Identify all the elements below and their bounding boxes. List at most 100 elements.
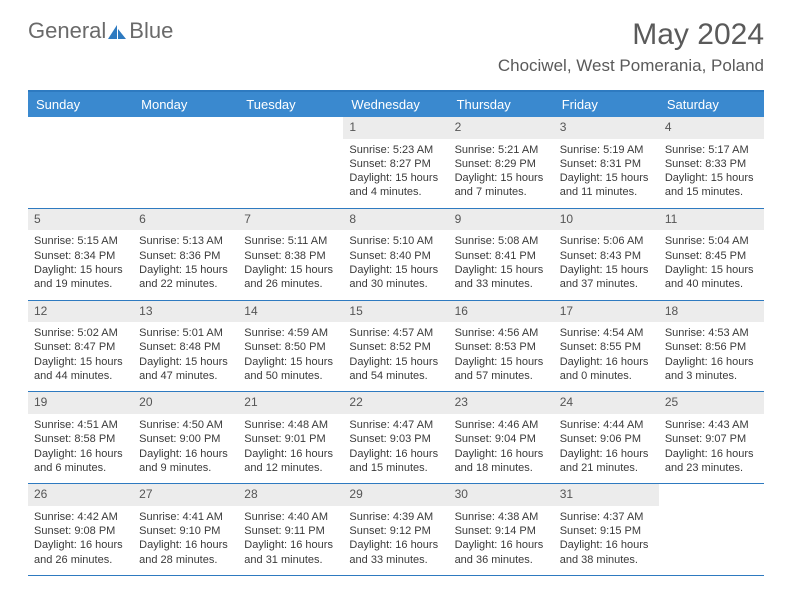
day-number: 21 — [238, 392, 343, 414]
sunset-text: Sunset: 8:33 PM — [665, 157, 758, 171]
sunrise-text: Sunrise: 4:37 AM — [560, 510, 653, 524]
week-row: 26Sunrise: 4:42 AMSunset: 9:08 PMDayligh… — [28, 484, 764, 576]
day-cell: 4Sunrise: 5:17 AMSunset: 8:33 PMDaylight… — [659, 117, 764, 208]
day-number: 13 — [133, 301, 238, 323]
day-cell: 23Sunrise: 4:46 AMSunset: 9:04 PMDayligh… — [449, 392, 554, 483]
daylight-text: Daylight: 16 hours and 3 minutes. — [665, 355, 758, 384]
day-number: 28 — [238, 484, 343, 506]
day-number: 3 — [554, 117, 659, 139]
sunset-text: Sunset: 8:34 PM — [34, 249, 127, 263]
daylight-text: Daylight: 16 hours and 28 minutes. — [139, 538, 232, 567]
day-cell: 29 Sunrise: 4:39 AMSunset: 9:12 PMDayligh… — [343, 484, 448, 575]
sunset-text: Sunset: 9:15 PM — [560, 524, 653, 538]
day-cell: 20Sunrise: 4:50 AMSunset: 9:00 PMDayligh… — [133, 392, 238, 483]
daylight-text: Daylight: 15 hours and 4 minutes. — [349, 171, 442, 200]
daylight-text: Daylight: 15 hours and 47 minutes. — [139, 355, 232, 384]
daylight-text: Daylight: 16 hours and 33 minutes. — [349, 538, 442, 567]
daylight-text: Daylight: 15 hours and 33 minutes. — [455, 263, 548, 292]
daylight-text: Daylight: 15 hours and 26 minutes. — [244, 263, 337, 292]
sunrise-text: Sunrise: 4:53 AM — [665, 326, 758, 340]
day-cell: 22Sunrise: 4:47 AMSunset: 9:03 PMDayligh… — [343, 392, 448, 483]
sunset-text: Sunset: 9:11 PM — [244, 524, 337, 538]
sunset-text: Sunset: 8:36 PM — [139, 249, 232, 263]
day-cell: 7Sunrise: 5:11 AMSunset: 8:38 PMDaylight… — [238, 209, 343, 300]
day-number: 19 — [28, 392, 133, 414]
sunrise-text: Sunrise: 4:54 AM — [560, 326, 653, 340]
sunrise-text: Sunrise: 4:42 AM — [34, 510, 127, 524]
daylight-text: Daylight: 15 hours and 37 minutes. — [560, 263, 653, 292]
day-number: 18 — [659, 301, 764, 323]
sunrise-text: Sunrise: 5:19 AM — [560, 143, 653, 157]
day-cell: 16Sunrise: 4:56 AMSunset: 8:53 PMDayligh… — [449, 301, 554, 392]
calendar-body: 1Sunrise: 5:23 AMSunset: 8:27 PMDaylight… — [28, 117, 764, 576]
sunset-text: Sunset: 9:14 PM — [455, 524, 548, 538]
day-cell: 1Sunrise: 5:23 AMSunset: 8:27 PMDaylight… — [343, 117, 448, 208]
sunrise-text: Sunrise: 5:13 AM — [139, 234, 232, 248]
day-number: 15 — [343, 301, 448, 323]
day-cell: 30Sunrise: 4:38 AMSunset: 9:14 PMDayligh… — [449, 484, 554, 575]
daylight-text: Daylight: 15 hours and 11 minutes. — [560, 171, 653, 200]
sunrise-text: Sunrise: 4:43 AM — [665, 418, 758, 432]
day-header: Sunday — [28, 92, 133, 117]
day-cell: 27Sunrise: 4:41 AMSunset: 9:10 PMDayligh… — [133, 484, 238, 575]
daylight-text: Daylight: 15 hours and 7 minutes. — [455, 171, 548, 200]
daylight-text: Daylight: 15 hours and 57 minutes. — [455, 355, 548, 384]
day-header: Friday — [554, 92, 659, 117]
sunrise-text: Sunrise: 4:38 AM — [455, 510, 548, 524]
day-number: 16 — [449, 301, 554, 323]
daylight-text: Daylight: 16 hours and 18 minutes. — [455, 447, 548, 476]
sunrise-text: Sunrise: 5:10 AM — [349, 234, 442, 248]
daylight-text: Daylight: 16 hours and 6 minutes. — [34, 447, 127, 476]
sunset-text: Sunset: 8:45 PM — [665, 249, 758, 263]
day-number: 23 — [449, 392, 554, 414]
day-header: Monday — [133, 92, 238, 117]
sunset-text: Sunset: 8:58 PM — [34, 432, 127, 446]
sunset-text: Sunset: 9:12 PM — [349, 524, 442, 538]
day-cell: 3Sunrise: 5:19 AMSunset: 8:31 PMDaylight… — [554, 117, 659, 208]
sunset-text: Sunset: 8:41 PM — [455, 249, 548, 263]
sunset-text: Sunset: 8:53 PM — [455, 340, 548, 354]
day-cell: 2Sunrise: 5:21 AMSunset: 8:29 PMDaylight… — [449, 117, 554, 208]
day-number: 31 — [554, 484, 659, 506]
sunrise-text: Sunrise: 4:44 AM — [560, 418, 653, 432]
empty-cell — [28, 117, 133, 208]
day-cell: 31Sunrise: 4:37 AMSunset: 9:15 PMDayligh… — [554, 484, 659, 575]
day-number: 11 — [659, 209, 764, 231]
sunrise-text: Sunrise: 4:48 AM — [244, 418, 337, 432]
sunset-text: Sunset: 8:43 PM — [560, 249, 653, 263]
day-cell: 6Sunrise: 5:13 AMSunset: 8:36 PMDaylight… — [133, 209, 238, 300]
logo-text-2: Blue — [129, 18, 173, 44]
day-header: Saturday — [659, 92, 764, 117]
sunrise-text: Sunrise: 4:39 AM — [349, 510, 442, 524]
sunrise-text: Sunrise: 5:23 AM — [349, 143, 442, 157]
sunrise-text: Sunrise: 4:46 AM — [455, 418, 548, 432]
week-row: 5Sunrise: 5:15 AMSunset: 8:34 PMDaylight… — [28, 209, 764, 301]
sunset-text: Sunset: 8:29 PM — [455, 157, 548, 171]
empty-cell — [133, 117, 238, 208]
week-row: 19Sunrise: 4:51 AMSunset: 8:58 PMDayligh… — [28, 392, 764, 484]
sunset-text: Sunset: 9:03 PM — [349, 432, 442, 446]
sunset-text: Sunset: 9:01 PM — [244, 432, 337, 446]
sunrise-text: Sunrise: 4:59 AM — [244, 326, 337, 340]
sunset-text: Sunset: 9:10 PM — [139, 524, 232, 538]
day-number: 25 — [659, 392, 764, 414]
month-title: May 2024 — [498, 18, 764, 52]
day-cell: 11Sunrise: 5:04 AMSunset: 8:45 PMDayligh… — [659, 209, 764, 300]
day-cell: 21Sunrise: 4:48 AMSunset: 9:01 PMDayligh… — [238, 392, 343, 483]
sunrise-text: Sunrise: 4:50 AM — [139, 418, 232, 432]
sunset-text: Sunset: 8:55 PM — [560, 340, 653, 354]
day-cell: 26Sunrise: 4:42 AMSunset: 9:08 PMDayligh… — [28, 484, 133, 575]
day-number: 6 — [133, 209, 238, 231]
daylight-text: Daylight: 15 hours and 30 minutes. — [349, 263, 442, 292]
day-number: 9 — [449, 209, 554, 231]
sunrise-text: Sunrise: 5:02 AM — [34, 326, 127, 340]
day-number: 29 — [343, 484, 448, 506]
week-row: 12Sunrise: 5:02 AMSunset: 8:47 PMDayligh… — [28, 301, 764, 393]
sunrise-text: Sunrise: 4:51 AM — [34, 418, 127, 432]
day-number: 14 — [238, 301, 343, 323]
sunrise-text: Sunrise: 5:15 AM — [34, 234, 127, 248]
title-block: May 2024 Chociwel, West Pomerania, Polan… — [498, 18, 764, 76]
day-cell: 9Sunrise: 5:08 AMSunset: 8:41 PMDaylight… — [449, 209, 554, 300]
calendar: SundayMondayTuesdayWednesdayThursdayFrid… — [28, 90, 764, 576]
day-cell: 13Sunrise: 5:01 AMSunset: 8:48 PMDayligh… — [133, 301, 238, 392]
